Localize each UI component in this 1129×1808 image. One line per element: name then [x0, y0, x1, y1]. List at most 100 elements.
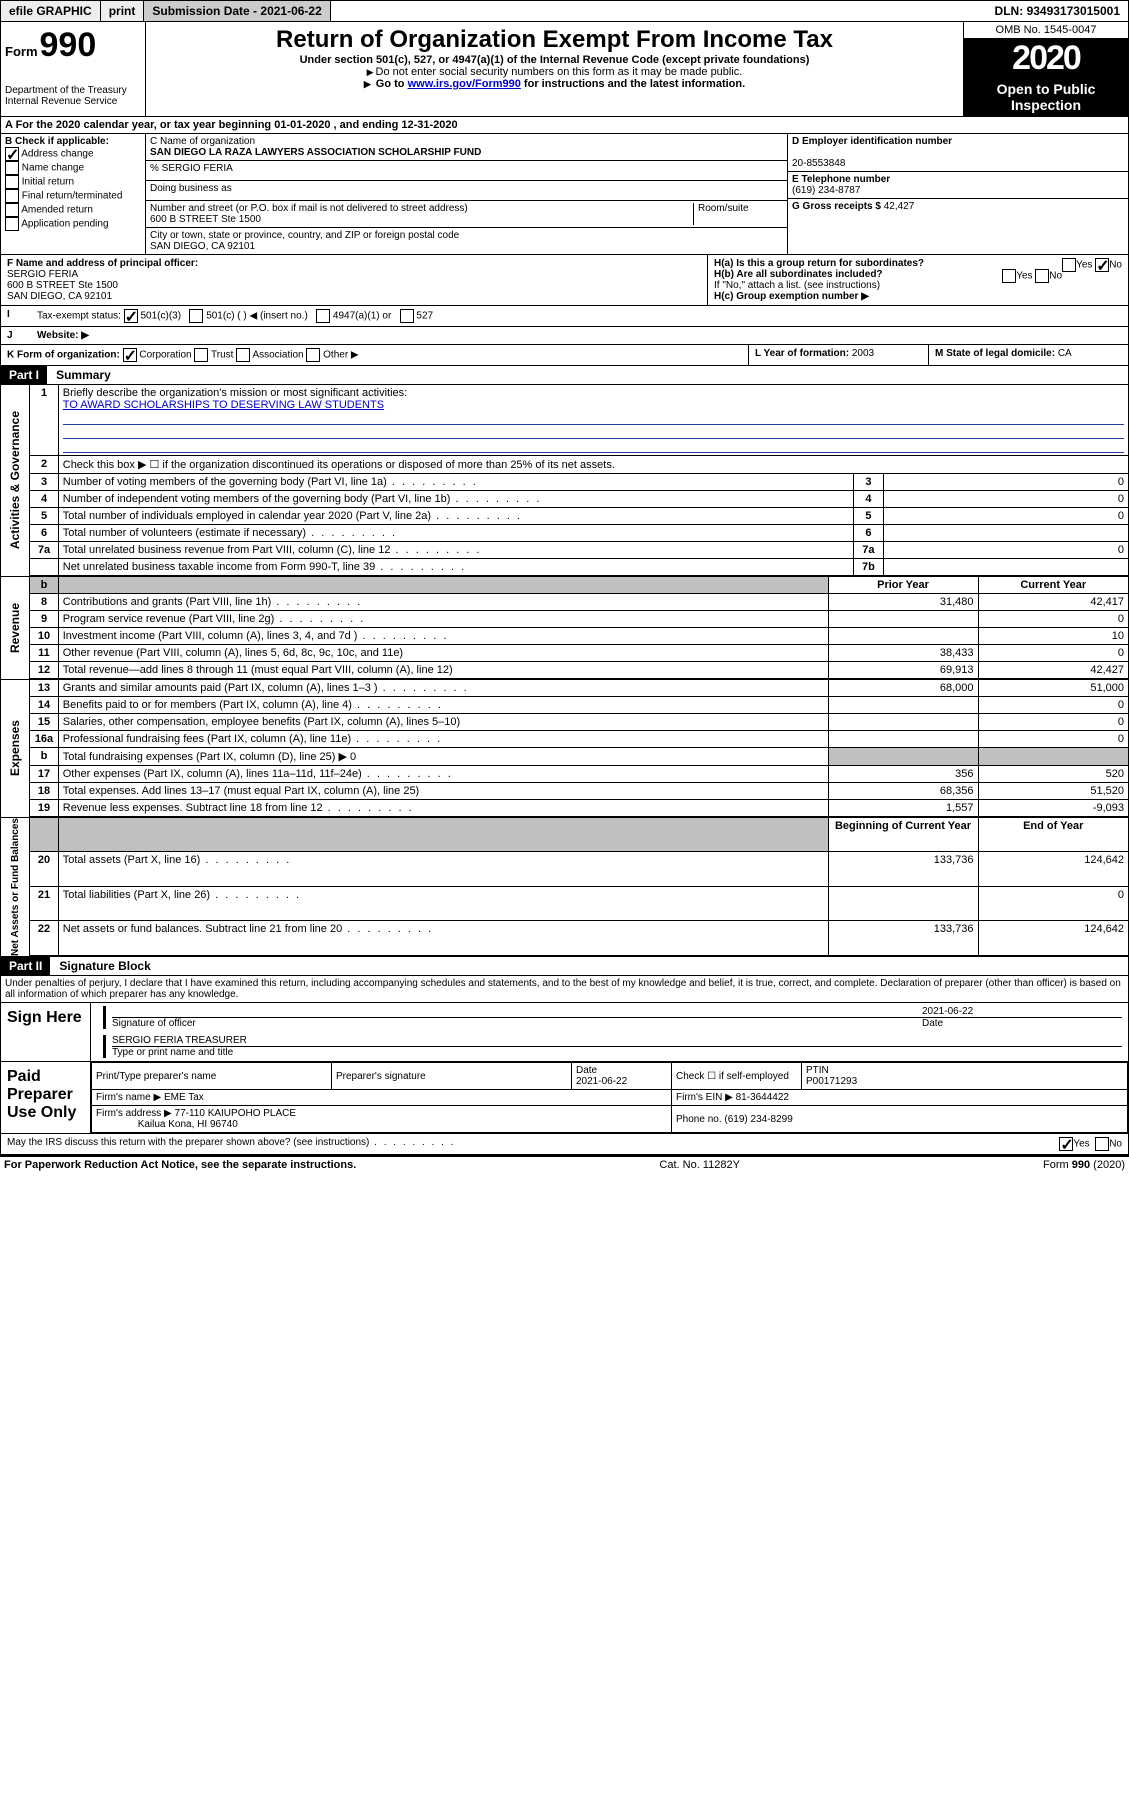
instructions-link-row: Go to www.irs.gov/Form990 for instructio…	[156, 78, 953, 90]
paid-preparer-section: Paid Preparer Use Only Print/Type prepar…	[0, 1062, 1129, 1134]
tel-label: E Telephone number	[792, 174, 890, 185]
preparer-name-label: Print/Type preparer's name	[92, 1063, 332, 1090]
line3: Number of voting members of the governin…	[58, 474, 853, 491]
preparer-sig-label: Preparer's signature	[332, 1063, 572, 1090]
h-a: H(a) Is this a group return for subordin…	[714, 258, 924, 269]
state-domicile: CA	[1058, 348, 1072, 359]
q2-text: Check this box ▶ ☐ if the organization d…	[58, 456, 1128, 474]
catalog-number: Cat. No. 11282Y	[659, 1159, 740, 1171]
form990-link[interactable]: www.irs.gov/Form990	[408, 78, 521, 90]
room-suite-label: Room/suite	[693, 203, 783, 225]
h-b: H(b) Are all subordinates included?	[714, 269, 883, 280]
irs-label: Internal Revenue Service	[5, 96, 141, 107]
part1-header-row: Part I Summary	[0, 366, 1129, 385]
part1-badge: Part I	[1, 366, 47, 384]
chk-assoc[interactable]	[236, 348, 250, 362]
side-activities: Activities & Governance	[8, 411, 22, 549]
part1-title: Summary	[50, 366, 117, 384]
submission-date: Submission Date - 2021-06-22	[144, 1, 330, 21]
discuss-row: May the IRS discuss this return with the…	[0, 1134, 1129, 1155]
ptin-value: P00171293	[806, 1076, 857, 1087]
tel-value: (619) 234-8787	[792, 185, 860, 196]
chk-final-return[interactable]: Final return/terminated	[5, 189, 141, 203]
discuss-no[interactable]	[1095, 1137, 1109, 1151]
disclaimer-ssn: Do not enter social security numbers on …	[156, 66, 953, 78]
side-expenses: Expenses	[8, 720, 22, 776]
mission-link[interactable]: TO AWARD SCHOLARSHIPS TO DESERVING LAW S…	[63, 399, 384, 411]
title-subtitle: Under section 501(c), 527, or 4947(a)(1)…	[156, 54, 953, 66]
chk-app-pending[interactable]: Application pending	[5, 217, 141, 231]
officer-street: 600 B STREET Ste 1500	[7, 280, 118, 291]
gross-receipts-label: G Gross receipts $	[792, 201, 881, 212]
open-to-public: Open to Public Inspection	[964, 78, 1128, 116]
org-name: SAN DIEGO LA RAZA LAWYERS ASSOCIATION SC…	[150, 147, 481, 158]
firm-addr2: Kailua Kona, HI 96740	[138, 1119, 238, 1130]
sig-date-value: 2021-06-22	[922, 1006, 1122, 1017]
row-i: I Tax-exempt status: 501(c)(3) 501(c) ( …	[0, 306, 1129, 327]
omb-number: OMB No. 1545-0047	[964, 22, 1128, 39]
row-fh: F Name and address of principal officer:…	[0, 255, 1129, 306]
form-year-footer: Form 990 (2020)	[1043, 1159, 1125, 1171]
return-header: Form990 Department of the Treasury Inter…	[0, 22, 1129, 117]
chk-4947[interactable]	[316, 309, 330, 323]
year-formation: 2003	[852, 348, 874, 359]
firm-ein: 81-3644422	[736, 1092, 789, 1103]
net-assets-section: Net Assets or Fund Balances Beginning of…	[0, 818, 1129, 957]
gross-receipts-value: 42,427	[884, 201, 915, 212]
officer-city: SAN DIEGO, CA 92101	[7, 291, 112, 302]
box-c: C Name of organizationSAN DIEGO LA RAZA …	[146, 134, 788, 254]
sign-here-label: Sign Here	[1, 1003, 91, 1061]
chk-501c3[interactable]	[124, 309, 138, 323]
footer: For Paperwork Reduction Act Notice, see …	[0, 1155, 1129, 1173]
preparer-date: 2021-06-22	[576, 1076, 627, 1087]
self-employed-check: Check ☐ if self-employed	[672, 1063, 802, 1090]
discuss-question: May the IRS discuss this return with the…	[1, 1134, 1053, 1154]
return-title: Return of Organization Exempt From Incom…	[156, 26, 953, 54]
street-label: Number and street (or P.O. box if mail i…	[150, 203, 468, 214]
col-current-year: Current Year	[978, 577, 1128, 594]
type-print-label: Type or print name and title	[112, 1046, 1122, 1058]
paid-preparer-label: Paid Preparer Use Only	[1, 1062, 91, 1133]
firm-addr1: 77-110 KAIUPOHO PLACE	[175, 1108, 297, 1119]
form-990-box: Form990 Department of the Treasury Inter…	[1, 22, 146, 116]
sig-date-label: Date	[922, 1018, 1122, 1029]
officer-name: SERGIO FERIA	[7, 269, 78, 280]
part2-title: Signature Block	[53, 957, 156, 975]
form-label: Form	[5, 44, 38, 59]
perjury-declaration: Under penalties of perjury, I declare th…	[0, 976, 1129, 1003]
col-prior-year: Prior Year	[828, 577, 978, 594]
top-bar: efile GRAPHIC print Submission Date - 20…	[0, 0, 1129, 22]
revenue-section: Revenue bPrior YearCurrent Year 8Contrib…	[0, 577, 1129, 680]
box-b-header: B Check if applicable:	[5, 136, 141, 147]
row-j: JWebsite: ▶	[0, 327, 1129, 345]
h-c: H(c) Group exemption number ▶	[714, 291, 1122, 302]
box-b: B Check if applicable: Address change Na…	[1, 134, 146, 254]
year-cell: OMB No. 1545-0047 2020 Open to Public In…	[963, 22, 1128, 116]
chk-501c[interactable]	[189, 309, 203, 323]
dba-label: Doing business as	[146, 181, 787, 201]
chk-other[interactable]	[306, 348, 320, 362]
chk-amended[interactable]: Amended return	[5, 203, 141, 217]
care-of: % SERGIO FERIA	[146, 161, 787, 181]
chk-name-change[interactable]: Name change	[5, 161, 141, 175]
chk-initial-return[interactable]: Initial return	[5, 175, 141, 189]
efile-label[interactable]: efile GRAPHIC	[1, 1, 101, 21]
chk-trust[interactable]	[194, 348, 208, 362]
discuss-yes[interactable]	[1059, 1137, 1073, 1151]
chk-527[interactable]	[400, 309, 414, 323]
box-deg: D Employer identification number 20-85538…	[788, 134, 1128, 254]
paperwork-notice: For Paperwork Reduction Act Notice, see …	[4, 1159, 356, 1171]
city-label: City or town, state or province, country…	[150, 230, 459, 241]
officer-typed-name: SERGIO FERIA TREASURER	[112, 1035, 1122, 1046]
street-value: 600 B STREET Ste 1500	[150, 214, 261, 225]
sign-here-section: Sign Here 2021-06-22 Signature of office…	[0, 1003, 1129, 1062]
col-begin-year: Beginning of Current Year	[828, 818, 978, 852]
print-button[interactable]: print	[101, 1, 145, 21]
chk-address-change[interactable]: Address change	[5, 147, 141, 161]
form-number: 990	[40, 26, 97, 65]
entity-grid: B Check if applicable: Address change Na…	[0, 134, 1129, 255]
ein-value: 20-8553848	[792, 158, 845, 169]
ein-label: D Employer identification number	[792, 136, 952, 147]
chk-corp[interactable]	[123, 348, 137, 362]
tax-period-row: A For the 2020 calendar year, or tax yea…	[0, 117, 1129, 134]
